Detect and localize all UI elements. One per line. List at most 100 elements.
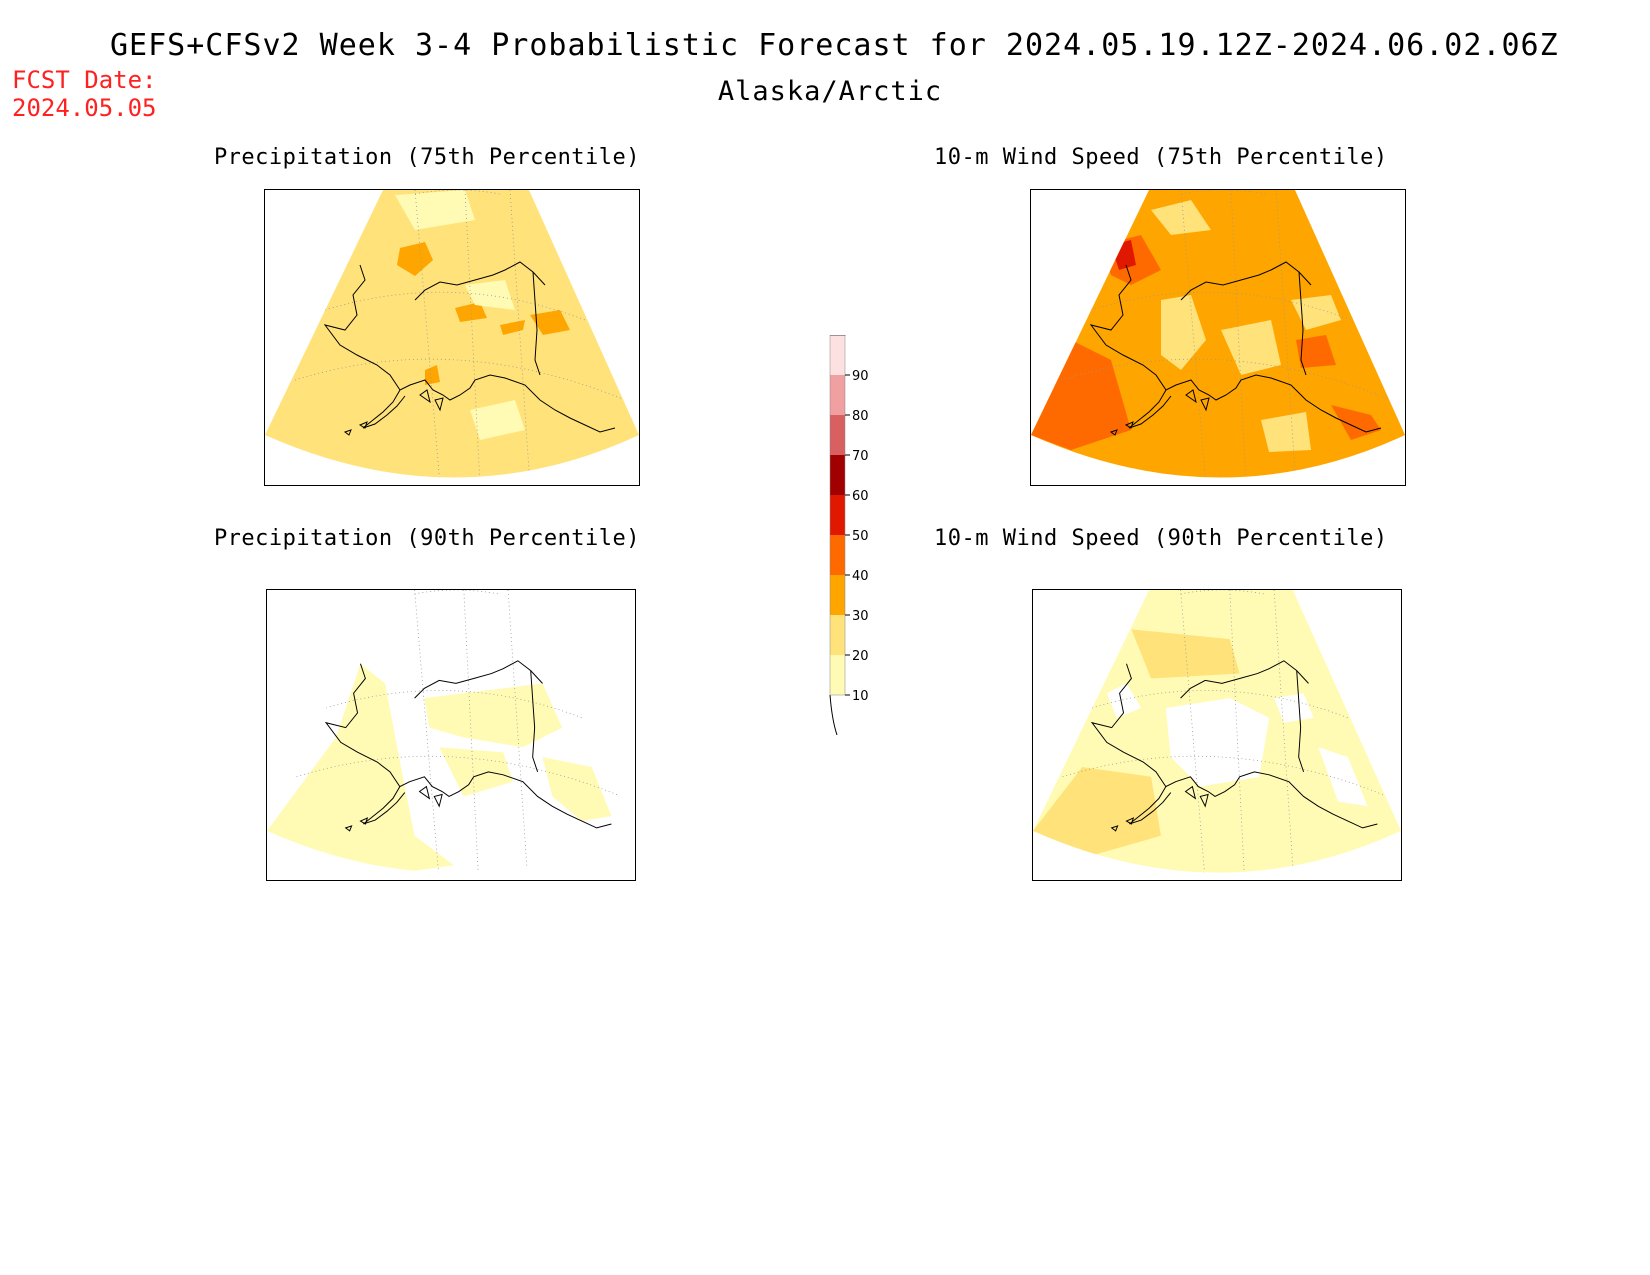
coastline [324,663,612,829]
colorbar-box-4 [830,495,845,535]
wind-90-map [1032,589,1402,881]
colorbar-box-8 [830,335,845,375]
coastline [1089,264,1382,433]
coastline [1180,261,1312,301]
shading-region [500,320,525,335]
fcst-date-label: FCST Date: [12,66,157,94]
shading-region [1261,412,1311,452]
shading-region [267,663,454,873]
shading-region [1291,295,1341,330]
colorbar-labels: 10 20 30 40 50 60 70 80 90 [845,369,869,704]
coastline [532,271,541,376]
coastline [414,261,546,301]
colorbar-boxes [829,335,846,735]
precip-90-title: Precipitation (90th Percentile) [213,526,641,551]
wind-90-title: 10-m Wind Speed (90th Percentile) [934,526,1388,551]
colorbar-label-30: 30 [852,609,869,624]
graticule-arc [414,190,501,195]
shading-region [1161,295,1206,370]
colorbar-label-70: 70 [852,449,869,464]
colorbar-box-1 [830,615,845,655]
colorbar-box-0 [830,655,845,695]
shading-region [424,683,563,748]
island-outline [1125,817,1135,825]
island-outline [1184,785,1197,800]
island-outline [1110,825,1119,832]
island-outline [1185,389,1197,404]
shading-region [425,365,440,385]
graticule-line [294,358,626,401]
colorbar-label-60: 60 [852,489,869,504]
island-outline [419,389,431,404]
region-label: Alaska/Arctic [717,76,943,107]
shading-region [1151,200,1211,235]
coastline [363,786,406,825]
wind-90-svg [1033,590,1401,873]
island-outline [343,429,352,436]
island-outline [1200,397,1210,412]
graticule-line [296,755,622,797]
colorbar-box-3 [830,535,845,575]
coastline [1090,663,1378,829]
colorbar-box-7 [830,375,845,415]
shading-region [542,757,612,822]
coastline [1180,660,1309,699]
shading-region [1221,320,1281,375]
graticule-line [1060,358,1392,401]
shading-region [397,242,433,276]
colorbar-label-20: 20 [852,649,869,664]
colorbar-label-50: 50 [852,529,869,544]
shading-region [1296,335,1336,368]
shading-region [1274,693,1314,723]
shading-region [1033,766,1161,856]
colorbar-label-80: 80 [852,409,869,424]
shading-region [439,747,513,797]
colorbar-box-2 [830,575,845,615]
shading-region [530,310,570,335]
coastline [1129,786,1172,825]
precip-75-svg [265,190,639,478]
shading-region [1106,683,1142,718]
island-outline [358,421,368,429]
island-outline [1199,793,1209,808]
island-outline [359,817,369,825]
graticule-arc [1180,190,1267,195]
graticule-line [414,190,441,478]
precip-90-svg [267,590,635,873]
coastline [414,660,543,699]
coastline [323,264,616,433]
colorbar-label-10: 10 [852,689,869,704]
shading-region [470,400,525,440]
coastline [1128,389,1172,429]
coastline [1296,670,1305,773]
colorbar-box-6 [830,415,845,455]
colorbar-box-5 [830,455,845,495]
precip-75-title: Precipitation (75th Percentile) [213,145,641,170]
precip-75-map [264,189,640,486]
forecast-title: GEFS+CFSv2 Week 3-4 Probabilistic Foreca… [110,28,1559,63]
wind-75-title: 10-m Wind Speed (75th Percentile) [934,145,1388,170]
graticule-line [414,590,440,873]
shading-region [455,302,487,322]
colorbar-bottom-cap [829,694,838,735]
colorbar-label-90: 90 [852,369,869,384]
map-base-shading [265,190,639,478]
graticule-arc [1180,590,1265,595]
precip-90-map [266,589,636,881]
shading-region [1318,747,1368,807]
coastline [530,670,539,773]
forecast-date-block: FCST Date: 2024.05.05 [12,66,157,122]
probability-colorbar: 10 20 30 40 50 60 70 80 90 [829,335,869,735]
island-outline [1124,421,1134,429]
shading-region [1131,629,1240,679]
map-shading-regions [267,663,612,873]
colorbar-outline [829,335,846,696]
island-outline [434,397,444,412]
coastline [362,389,406,429]
fcst-date-value: 2024.05.05 [12,94,157,122]
shading-region [395,190,475,230]
map-shading-regions [395,190,570,440]
island-outline [418,785,431,800]
graticule-arc [414,590,499,595]
coastline [1298,271,1307,376]
